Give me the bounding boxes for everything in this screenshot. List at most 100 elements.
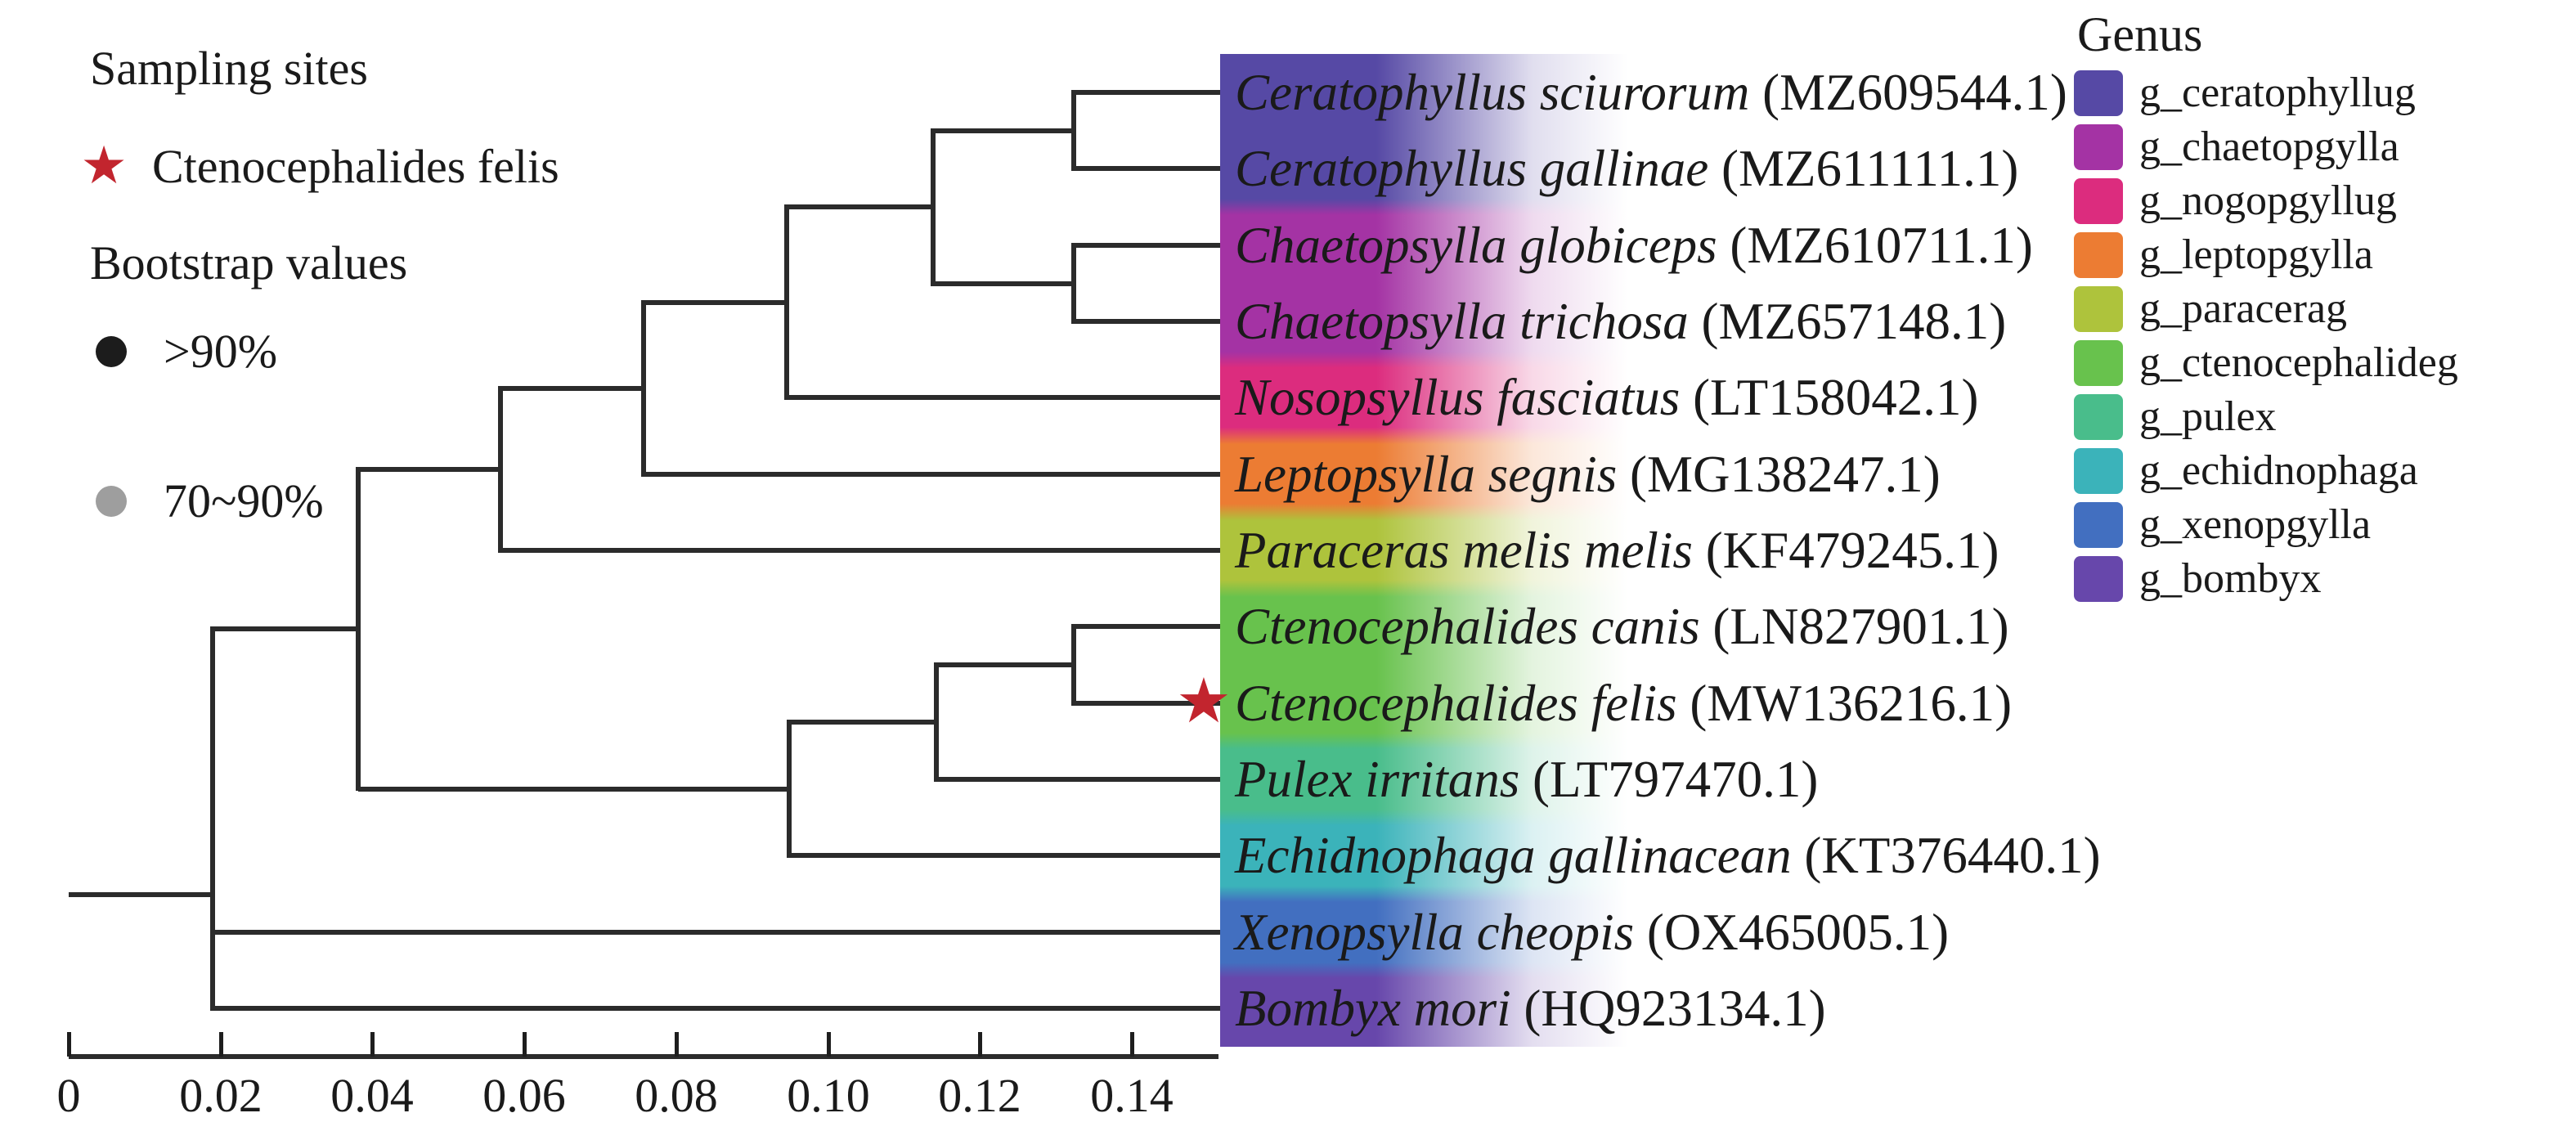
branch-horizontal: [1074, 90, 1220, 95]
branch-horizontal: [644, 472, 1220, 477]
branch-horizontal: [644, 299, 787, 305]
genus-color-swatch: [2074, 502, 2123, 548]
branch-horizontal: [213, 626, 358, 632]
genus-legend-label: g_ceratophyllug: [2139, 70, 2416, 116]
taxon-label: Ctenocephalides felis (MW136216.1): [1235, 666, 2012, 742]
node-vertical: [1071, 243, 1076, 324]
axis-tick: [675, 1032, 679, 1057]
sampling-site-species-label: Ctenocephalides felis: [152, 140, 559, 193]
sampling-sites-title: Sampling sites: [90, 42, 368, 95]
genus-legend-label: g_nogopgyllug: [2139, 177, 2397, 224]
axis-tick: [827, 1032, 831, 1057]
taxon-label: Echidnophaga gallinacean (KT376440.1): [1235, 818, 2101, 894]
accession-number: (KT376440.1): [1791, 827, 2101, 884]
accession-number: (HQ923134.1): [1510, 980, 1826, 1037]
genus-legend-label: g_leptopgylla: [2139, 231, 2373, 278]
genus-color-swatch: [2074, 232, 2123, 278]
axis-tick: [370, 1032, 375, 1057]
taxon-label: Leptopsylla segnis (MG138247.1): [1235, 437, 1941, 513]
branch-horizontal: [789, 853, 1220, 858]
genus-color-swatch: [2074, 178, 2123, 224]
genus-legend-label: g_xenopgylla: [2139, 501, 2372, 548]
branch-horizontal: [500, 548, 1220, 553]
genus-legend-label: g_bombyx: [2139, 555, 2322, 602]
axis-tick: [67, 1032, 71, 1057]
axis-tick-label: 0.04: [330, 1069, 414, 1122]
genus-color-swatch: [2074, 448, 2123, 494]
accession-number: (MG138247.1): [1617, 446, 1941, 503]
taxon-label: Paraceras melis melis (KF479245.1): [1235, 513, 1999, 589]
axis-tick-label: 0.06: [482, 1069, 566, 1122]
node-vertical: [641, 299, 646, 477]
accession-number: (LT797470.1): [1519, 751, 1819, 808]
branch-horizontal: [1074, 243, 1220, 248]
branch-horizontal: [213, 930, 1220, 935]
taxon-label: Xenopsylla cheopis (OX465005.1): [1235, 895, 1949, 971]
genus-legend-label: g_echidnophaga: [2139, 447, 2418, 494]
accession-number: (MZ609544.1): [1749, 64, 2067, 121]
node-vertical: [1071, 90, 1076, 171]
species-name: Bombyx mori: [1235, 980, 1511, 1037]
species-name: Ctenocephalides felis: [1235, 675, 1677, 732]
accession-number: (OX465005.1): [1634, 904, 1950, 961]
taxon-label: Ceratophyllus gallinae (MZ611111.1): [1235, 131, 2018, 207]
taxon-label: Ctenocephalides canis (LN827901.1): [1235, 589, 2009, 665]
accession-number: (LT158042.1): [1680, 369, 1979, 426]
bootstrap-values-title: Bootstrap values: [90, 236, 408, 289]
taxon-label: Bombyx mori (HQ923134.1): [1235, 971, 1826, 1047]
species-name: Chaetopsylla globiceps: [1235, 217, 1717, 274]
node-vertical: [784, 204, 789, 400]
species-name: Echidnophaga gallinacean: [1235, 827, 1792, 884]
bootstrap-high-label: >90%: [164, 325, 278, 378]
taxon-label: Ceratophyllus sciurorum (MZ609544.1): [1235, 55, 2067, 131]
genus-color-swatch: [2074, 70, 2123, 116]
accession-number: (MZ657148.1): [1688, 293, 2007, 350]
branch-horizontal: [787, 204, 933, 209]
accession-number: (MZ610711.1): [1717, 217, 2033, 274]
taxon-label: Chaetopsylla globiceps (MZ610711.1): [1235, 208, 2033, 284]
genus-color-swatch: [2074, 286, 2123, 332]
genus-color-swatch: [2074, 124, 2123, 170]
node-vertical: [934, 662, 939, 782]
node-vertical: [210, 626, 215, 1011]
species-name: Chaetopsylla trichosa: [1235, 293, 1689, 350]
genus-legend-label: g_chaetopgylla: [2139, 123, 2399, 170]
species-name: Pulex irritans: [1235, 751, 1520, 808]
node-vertical: [1071, 624, 1076, 706]
bootstrap-mid-label: 70~90%: [164, 474, 324, 527]
species-name: Nosopsyllus fasciatus: [1235, 369, 1681, 426]
bootstrap-mid-dot-icon: [96, 486, 127, 517]
axis-tick-label: 0.10: [787, 1069, 870, 1122]
node-vertical: [498, 385, 503, 553]
axis-tick: [978, 1032, 982, 1057]
branch-horizontal: [1074, 701, 1220, 706]
genus-color-swatch: [2074, 340, 2123, 386]
axis-line: [69, 1054, 1218, 1059]
branch-horizontal: [936, 662, 1074, 667]
accession-number: (MW136216.1): [1676, 675, 2013, 732]
branch-horizontal: [936, 777, 1220, 782]
genus-legend-label: g_paracerag: [2139, 285, 2348, 332]
axis-tick-label: 0.02: [179, 1069, 263, 1122]
axis-tick: [219, 1032, 223, 1057]
branch-horizontal: [789, 720, 936, 725]
axis-tick-label: 0.08: [635, 1069, 718, 1122]
branch-horizontal: [500, 385, 644, 391]
species-name: Paraceras melis melis: [1235, 522, 1693, 579]
node-vertical: [931, 128, 936, 286]
branch-horizontal: [933, 128, 1074, 133]
axis-tick-label: 0: [56, 1069, 81, 1122]
species-name: Ceratophyllus gallinae: [1235, 140, 1709, 197]
branch-horizontal: [358, 786, 789, 792]
axis-tick-label: 0.12: [938, 1069, 1021, 1122]
branch-horizontal: [787, 395, 1220, 400]
sampled-tip-star-icon: ★: [1175, 667, 1232, 736]
branch-horizontal: [1074, 319, 1220, 324]
branch-horizontal: [358, 466, 500, 472]
taxon-label: Nosopsyllus fasciatus (LT158042.1): [1235, 360, 1978, 436]
sampling-site-star-icon: ★: [80, 137, 128, 195]
taxon-label: Pulex irritans (LT797470.1): [1235, 742, 1818, 818]
accession-number: (LN827901.1): [1699, 598, 2009, 655]
genus-legend-title: Genus: [2077, 7, 2203, 61]
